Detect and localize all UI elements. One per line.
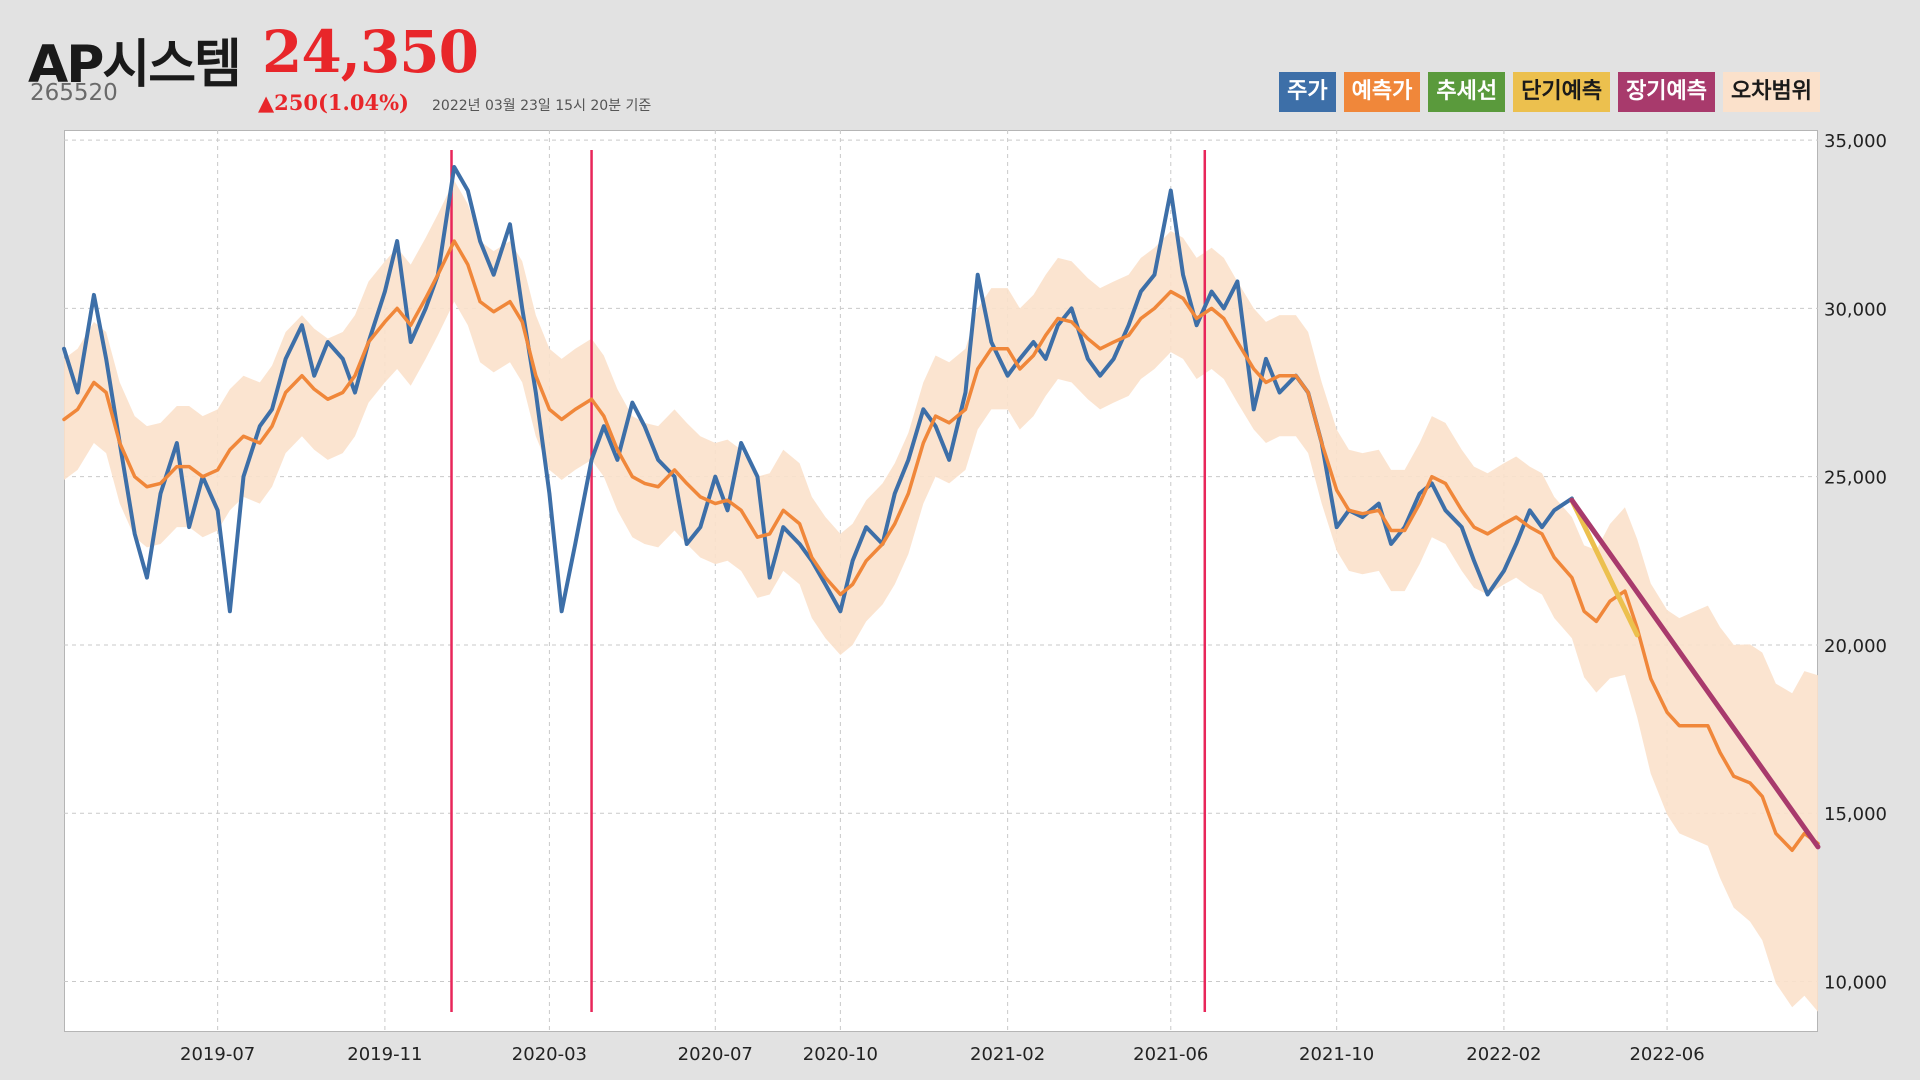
stock-code: 265520: [30, 80, 118, 106]
y-tick-label: 35,000: [1824, 131, 1887, 152]
legend-item-long-term-forecast[interactable]: 장기예측: [1618, 72, 1716, 112]
timestamp: 2022년 03월 23일 15시 20분 기준: [432, 98, 652, 114]
x-tick-label: 2019-07: [180, 1044, 255, 1065]
current-price: 24,350: [262, 18, 479, 86]
y-tick-label: 15,000: [1824, 804, 1887, 825]
legend-item-short-term-forecast[interactable]: 단기예측: [1513, 72, 1611, 112]
legend-item-forecast-price[interactable]: 예측가: [1343, 72, 1421, 112]
y-tick-label: 20,000: [1824, 636, 1887, 657]
legend-item-stock-price[interactable]: 주가: [1279, 72, 1336, 112]
y-tick-label: 30,000: [1824, 299, 1887, 320]
stock-name: AP시스템: [28, 35, 242, 95]
x-tick-label: 2020-03: [512, 1044, 587, 1065]
x-tick-label: 2021-10: [1299, 1044, 1374, 1065]
y-tick-label: 10,000: [1824, 973, 1887, 994]
chart-legend: 주가 예측가 추세선 단기예측 장기예측 오차범위: [1279, 72, 1820, 112]
x-tick-label: 2022-02: [1466, 1044, 1541, 1065]
x-tick-label: 2022-06: [1629, 1044, 1704, 1065]
x-tick-label: 2021-02: [970, 1044, 1045, 1065]
price-change: ▲250(1.04%): [258, 90, 409, 115]
x-tick-label: 2019-11: [347, 1044, 422, 1065]
long-term-forecast-line: [1569, 497, 1821, 850]
x-tick-label: 2020-07: [678, 1044, 753, 1065]
error-band: [64, 180, 1818, 1012]
short-term-forecast-line: [1569, 497, 1640, 638]
x-tick-label: 2021-06: [1133, 1044, 1208, 1065]
x-tick-label: 2020-10: [803, 1044, 878, 1065]
legend-item-error-range[interactable]: 오차범위: [1723, 72, 1820, 112]
forecast-price-line: [62, 239, 1820, 853]
y-tick-label: 25,000: [1824, 468, 1887, 489]
legend-item-trendline[interactable]: 추세선: [1428, 72, 1506, 112]
